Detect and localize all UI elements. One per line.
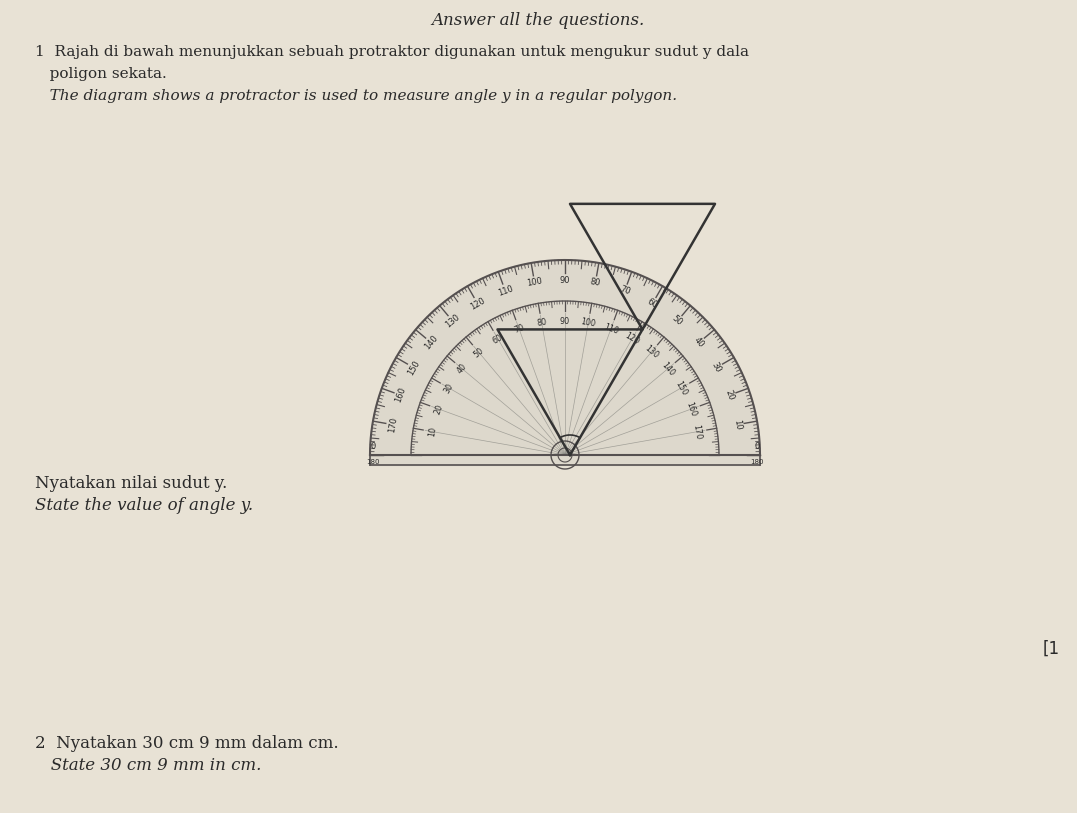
Text: 90: 90: [560, 316, 570, 325]
Text: 90: 90: [560, 276, 570, 285]
Text: 170: 170: [387, 416, 398, 433]
Text: 30: 30: [710, 361, 723, 374]
Text: [1: [1: [1043, 640, 1060, 658]
Text: 40: 40: [693, 336, 705, 350]
Text: 70: 70: [618, 285, 631, 297]
Text: 150: 150: [673, 379, 688, 397]
Text: 2  Nyatakan 30 cm 9 mm dalam cm.: 2 Nyatakan 30 cm 9 mm dalam cm.: [34, 735, 338, 752]
Text: 180: 180: [751, 459, 764, 465]
Text: The diagram shows a protractor is used to measure angle y in a regular polygon.: The diagram shows a protractor is used t…: [34, 89, 677, 103]
Text: 20: 20: [724, 389, 736, 402]
Text: 180: 180: [366, 459, 380, 465]
Text: 20: 20: [433, 403, 445, 415]
Text: 170: 170: [691, 424, 702, 440]
Text: State the value of angle y.: State the value of angle y.: [34, 497, 253, 514]
Text: poligon sekata.: poligon sekata.: [34, 67, 167, 81]
Text: 1  Rajah di bawah menunjukkan sebuah protraktor digunakan untuk mengukur sudut y: 1 Rajah di bawah menunjukkan sebuah prot…: [34, 45, 749, 59]
Text: Answer all the questions.: Answer all the questions.: [432, 12, 645, 29]
Text: 40: 40: [456, 362, 468, 376]
Text: 140: 140: [422, 333, 439, 351]
Text: 160: 160: [684, 401, 698, 418]
Text: 50: 50: [671, 314, 684, 328]
Polygon shape: [370, 260, 760, 455]
Text: 130: 130: [444, 312, 461, 329]
Text: 60: 60: [645, 297, 659, 310]
Text: 100: 100: [526, 277, 543, 289]
Text: 60: 60: [491, 333, 505, 346]
Text: 50: 50: [472, 346, 486, 359]
Text: 140: 140: [659, 360, 676, 377]
Text: 150: 150: [406, 359, 421, 376]
Text: 110: 110: [602, 322, 619, 336]
Text: 160: 160: [393, 386, 407, 404]
Text: State 30 cm 9 mm in cm.: State 30 cm 9 mm in cm.: [34, 757, 262, 774]
Text: 0: 0: [370, 442, 376, 451]
Text: 80: 80: [536, 318, 547, 328]
Text: Nyatakan nilai sudut y.: Nyatakan nilai sudut y.: [34, 475, 227, 492]
Text: 30: 30: [443, 381, 456, 394]
Text: 120: 120: [468, 296, 487, 311]
Text: 120: 120: [624, 331, 641, 346]
Text: 80: 80: [589, 277, 601, 288]
Text: 110: 110: [496, 284, 514, 298]
Text: 10: 10: [428, 426, 438, 437]
Polygon shape: [370, 455, 760, 465]
Text: 130: 130: [643, 344, 660, 361]
Text: 100: 100: [581, 317, 597, 328]
Text: 0: 0: [754, 442, 759, 451]
Text: 10: 10: [732, 419, 743, 431]
Text: 70: 70: [513, 323, 526, 335]
